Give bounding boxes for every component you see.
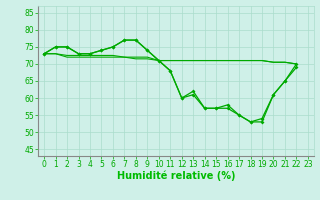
X-axis label: Humidité relative (%): Humidité relative (%) [117, 171, 235, 181]
